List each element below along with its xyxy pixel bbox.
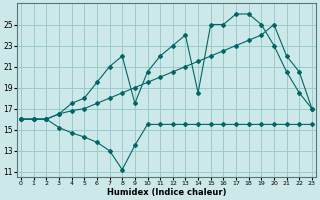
X-axis label: Humidex (Indice chaleur): Humidex (Indice chaleur) <box>107 188 226 197</box>
